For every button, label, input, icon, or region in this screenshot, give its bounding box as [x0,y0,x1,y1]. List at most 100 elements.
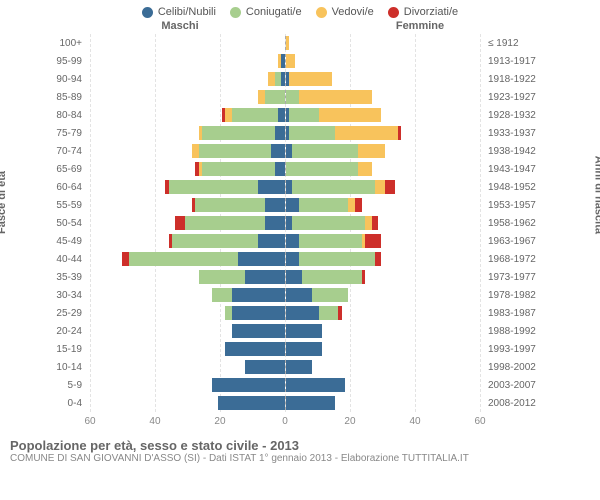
pyramid-row: 85-891923-1927 [52,88,538,106]
bar-segment [185,216,264,230]
bar-segment [258,234,284,248]
male-bar [86,270,285,284]
pyramid-row: 65-691943-1947 [52,160,538,178]
bar-segment [232,288,285,302]
bar-segment [286,306,319,320]
age-label: 80-84 [52,110,86,121]
pyramid-row: 25-291983-1987 [52,304,538,322]
bar-segment [289,108,319,122]
bar-segment [312,288,348,302]
age-label: 100+ [52,38,86,49]
pyramid-row: 5-92003-2007 [52,376,538,394]
bar-segment [289,72,332,86]
age-label: 95-99 [52,56,86,67]
birth-year-label: ≤ 1912 [484,38,538,49]
female-label: Femmine [300,20,540,32]
pyramid-row: 20-241988-1992 [52,322,538,340]
male-bar [86,216,285,230]
age-label: 0-4 [52,398,86,409]
birth-year-label: 1988-1992 [484,326,538,337]
bar-segment [232,108,278,122]
bar-segment [286,270,303,284]
male-bar [86,396,285,410]
legend-swatch [142,7,153,18]
bar-segment [258,90,265,104]
legend-label: Celibi/Nubili [158,6,216,18]
legend-item: Divorziati/e [388,6,458,18]
bar-segment [232,306,285,320]
male-bar [86,342,285,356]
male-bar [86,288,285,302]
legend-item: Vedovi/e [316,6,374,18]
age-label: 35-39 [52,272,86,283]
pyramid-row: 80-841928-1932 [52,106,538,124]
bar-segment [238,252,284,266]
female-bar [285,90,485,104]
female-bar [285,162,485,176]
bar-segment [258,180,284,194]
pyramid-row: 30-341978-1982 [52,286,538,304]
bar-segment [286,288,312,302]
legend-swatch [316,7,327,18]
legend: Celibi/Nubili Coniugati/e Vedovi/e Divorzia… [0,0,600,20]
bar-segment [212,288,232,302]
bar-segment [286,324,322,338]
bar-segment [268,72,275,86]
age-label: 55-59 [52,200,86,211]
bar-segment [225,108,232,122]
male-bar [86,54,285,68]
female-bar [285,360,485,374]
pyramid-row: 95-991913-1917 [52,52,538,70]
bar-segment [286,216,293,230]
male-bar [86,144,285,158]
bar-segment [122,252,129,266]
legend-label: Vedovi/e [332,6,374,18]
bar-segment [212,378,285,392]
pyramid-row: 55-59 1953-1957 [52,196,538,214]
male-label: Maschi [60,20,300,32]
chart-subtitle: COMUNE DI SAN GIOVANNI D'ASSO (SI) - Dat… [10,453,590,464]
pyramid-row: 60-641948-1952 [52,178,538,196]
female-bar [285,342,485,356]
age-label: 25-29 [52,308,86,319]
chart-footer: Popolazione per età, sesso e stato civil… [0,434,600,464]
bar-segment [202,126,275,140]
birth-year-label: 1933-1937 [484,128,538,139]
bar-segment [292,216,365,230]
bar-segment [335,126,398,140]
birth-year-label: 1953-1957 [484,200,538,211]
bar-segment [225,306,232,320]
age-label: 5-9 [52,380,86,391]
gender-labels: Maschi Femmine [0,20,600,34]
bar-segment [275,162,285,176]
age-label: 45-49 [52,236,86,247]
bar-segment [286,198,299,212]
bar-segment [232,324,285,338]
male-bar [86,162,285,176]
male-bar [86,324,285,338]
bar-segment [302,270,362,284]
bar-segment [265,90,285,104]
bar-segment [289,126,335,140]
male-bar [86,360,285,374]
birth-year-label: 2008-2012 [484,398,538,409]
bar-segment [245,360,285,374]
legend-swatch [388,7,399,18]
bar-segment [199,144,272,158]
legend-item: Coniugati/e [230,6,302,18]
x-tick: 60 [84,416,95,427]
age-label: 30-34 [52,290,86,301]
age-label: 50-54 [52,218,86,229]
birth-year-label: 1918-1922 [484,74,538,85]
male-bar [86,108,285,122]
pyramid-rows: 100+≤ 191295-991913-191790-941918-192285… [52,34,538,412]
age-label: 15-19 [52,344,86,355]
birth-year-label: 1993-1997 [484,344,538,355]
male-bar [86,126,285,140]
birth-year-label: 1963-1967 [484,236,538,247]
bar-segment [265,216,285,230]
bar-segment [385,180,395,194]
birth-year-label: 1998-2002 [484,362,538,373]
bar-segment [286,180,293,194]
x-tick: 20 [344,416,355,427]
